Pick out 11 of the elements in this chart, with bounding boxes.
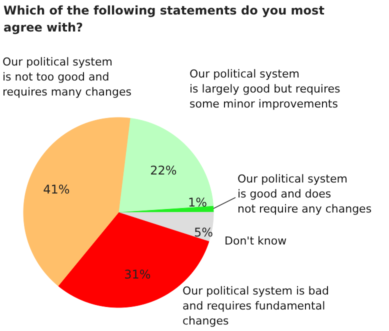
data-label: 41%: [43, 182, 70, 196]
data-label: 31%: [124, 268, 151, 282]
slice-label: Don't know: [224, 234, 287, 248]
data-label: 1%: [188, 196, 208, 210]
data-label: 22%: [150, 164, 177, 178]
chart-title: Which of the following statements do you most agree with?: [4, 4, 325, 34]
slice-label: Our political system is largely good but requires some minor improvements: [190, 68, 341, 110]
data-label: 5%: [194, 226, 214, 240]
slice-label: Our political system is bad and requires fundamental changes: [182, 284, 329, 328]
slice-label: Our political system is not too good and requires many changes: [2, 56, 132, 98]
slice-label: Our political system is good and does not require any changes: [238, 172, 372, 216]
